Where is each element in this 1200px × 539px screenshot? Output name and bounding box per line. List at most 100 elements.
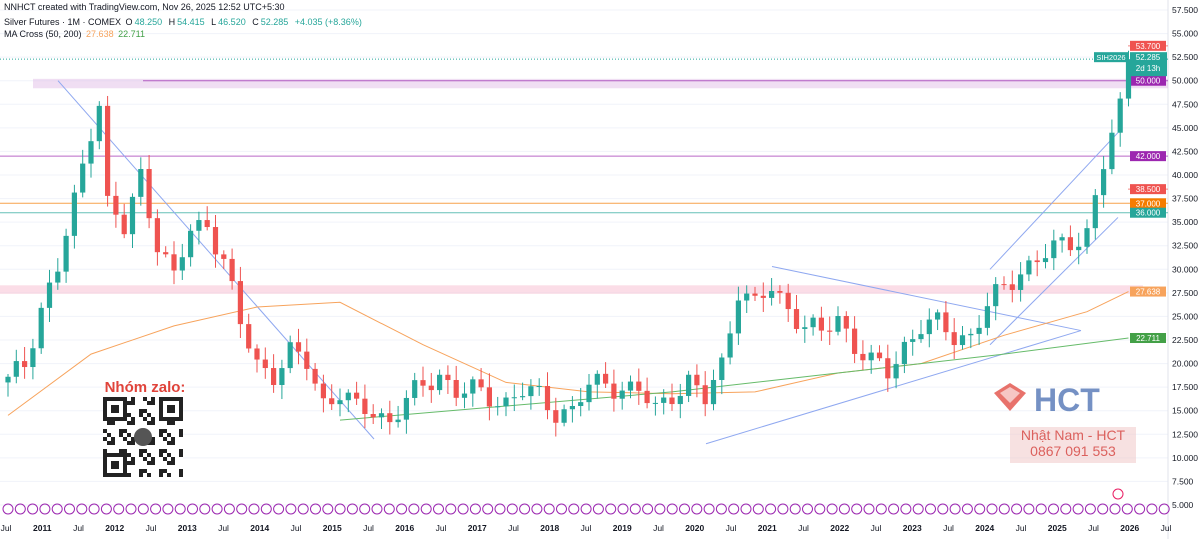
event-marker: [1146, 503, 1158, 515]
candle-body: [320, 383, 326, 399]
x-tick-label: 2020: [685, 523, 704, 533]
candle-body: [105, 105, 111, 196]
event-marker: [728, 503, 740, 515]
candle-body: [71, 192, 77, 236]
candle-body: [586, 384, 592, 403]
event-marker: [1023, 503, 1035, 515]
level-tag-label: 42.000: [1136, 152, 1161, 161]
event-marker: [900, 503, 912, 515]
candle-body: [1042, 258, 1049, 263]
event-marker: [642, 503, 654, 515]
event-marker: [88, 503, 100, 515]
event-marker: [248, 503, 260, 515]
x-tick-label: Jul: [73, 523, 84, 533]
candle-body: [287, 342, 293, 369]
event-marker: [1134, 503, 1146, 515]
event-marker: [1109, 503, 1121, 515]
event-marker: [383, 503, 395, 515]
candle-body: [486, 387, 492, 407]
candle-body: [38, 307, 44, 349]
event-marker: [285, 503, 297, 515]
symbol-desc: Silver Futures · 1M · COMEX: [4, 17, 122, 27]
candle-body: [345, 392, 351, 401]
ma200-line: [339, 337, 1129, 421]
candle-body: [561, 409, 567, 423]
candle-body: [710, 379, 717, 405]
last-price-label: 52.285: [1136, 53, 1161, 62]
y-tick-label: 15.000: [1172, 406, 1198, 416]
event-marker: [39, 503, 51, 515]
x-tick-label: 2017: [468, 523, 487, 533]
candle-body: [337, 400, 343, 405]
candle-body: [461, 393, 468, 398]
x-tick-label: 2011: [33, 523, 52, 533]
trend-line: [989, 132, 1119, 270]
candle-body: [437, 374, 443, 391]
candle-body: [603, 373, 609, 384]
y-tick-label: 30.000: [1172, 264, 1198, 274]
y-tick-label: 7.500: [1172, 476, 1194, 486]
candle-body: [470, 379, 476, 394]
candle-body: [793, 309, 800, 329]
candle-body: [885, 358, 891, 379]
candle-body: [403, 397, 409, 420]
event-marker: [703, 503, 715, 515]
event-marker: [322, 503, 334, 515]
candle-body: [644, 390, 650, 404]
event-marker: [334, 503, 346, 515]
event-marker: [605, 503, 617, 515]
y-tick-label: 52.500: [1172, 52, 1198, 62]
candle-body: [478, 379, 484, 388]
candle-body: [312, 368, 318, 384]
y-tick-label: 10.000: [1172, 453, 1198, 463]
event-marker: [199, 503, 211, 515]
x-tick-label: Jul: [726, 523, 737, 533]
event-marker: [592, 503, 604, 515]
event-marker: [519, 503, 531, 515]
event-marker: [162, 503, 174, 515]
x-tick-label: Jul: [146, 523, 157, 533]
event-marker: [1121, 503, 1133, 515]
x-tick-label: 2022: [830, 523, 849, 533]
event-marker: [113, 503, 125, 515]
level-tag: [1130, 75, 1166, 86]
candle-body: [876, 352, 883, 359]
event-marker: [998, 503, 1010, 515]
event-marker: [580, 503, 592, 515]
level-tag: [1130, 207, 1166, 218]
candle-body: [179, 257, 185, 271]
contact-phone: 0867 091 553: [1030, 443, 1116, 459]
candle-body: [528, 386, 534, 397]
event-marker: [568, 503, 580, 515]
x-tick-label: 2024: [975, 523, 994, 533]
level-tag-label: 37.000: [1136, 199, 1161, 208]
candle-body: [212, 227, 219, 255]
event-marker: [802, 503, 813, 515]
y-tick-label: 57.500: [1172, 5, 1198, 15]
event-marker: [752, 503, 764, 515]
y-tick-label: 35.000: [1172, 217, 1198, 227]
candle-body: [893, 364, 899, 379]
event-marker: [556, 503, 567, 515]
event-marker: [469, 503, 481, 515]
countdown-label: 2d 13h: [1136, 64, 1160, 73]
candle-body: [295, 342, 302, 352]
y-tick-label: 5.000: [1172, 500, 1194, 510]
ma-price-tag: [1130, 286, 1166, 297]
event-marker: [986, 503, 998, 515]
candle-body: [578, 402, 584, 406]
candle-body: [719, 357, 725, 380]
event-marker: [506, 503, 518, 515]
candle-body: [96, 105, 102, 142]
event-marker: [765, 503, 777, 515]
x-tick-label: Jul: [871, 523, 882, 533]
candle-body: [627, 381, 634, 391]
event-marker: [961, 503, 973, 515]
candle-body: [1067, 237, 1073, 251]
event-marker: [408, 503, 420, 515]
event-marker: [851, 503, 863, 515]
level-tag-label: 50.000: [1136, 77, 1161, 86]
trend-line: [771, 265, 1082, 332]
qr-code[interactable]: [103, 397, 183, 477]
event-marker: [777, 503, 789, 515]
